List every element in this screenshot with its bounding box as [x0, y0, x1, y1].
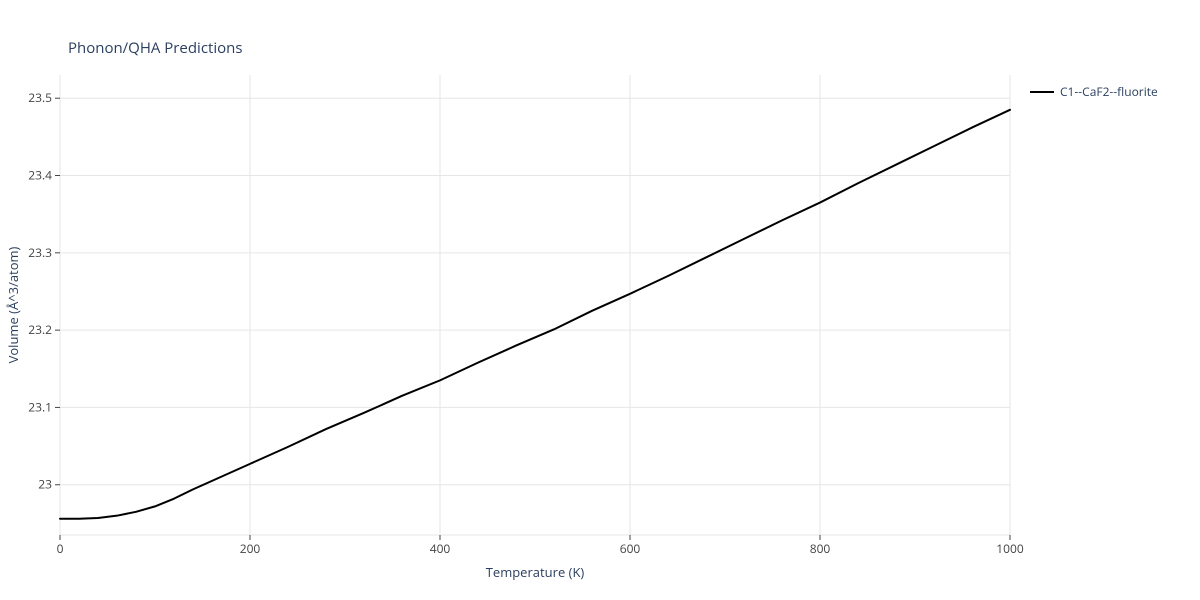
- x-tick-label: 0: [57, 540, 64, 557]
- legend-swatch: [1030, 91, 1054, 93]
- y-tick-label: 23: [38, 476, 52, 493]
- y-tick-label: 23.1: [28, 398, 52, 415]
- legend-label: C1--CaF2--fluorite: [1060, 83, 1158, 100]
- line-chart: 0 200 400 600 800 1000 23 23.1 23.2 23.3 23.4 23.5 T…: [0, 0, 1200, 600]
- y-tick-label: 23.4: [28, 167, 52, 184]
- y-tick-label: 23.2: [28, 321, 52, 338]
- y-tick-label: 23.3: [28, 244, 52, 261]
- x-tick-label: 1000: [996, 540, 1024, 557]
- legend: C1--CaF2--fluorite: [1030, 83, 1158, 100]
- chart-container: Phonon/QHA Predictions 02004006008001000…: [0, 0, 1200, 600]
- y-tick-label: 23.5: [28, 89, 52, 106]
- y-axis-label: Volume (Å^3/atom): [4, 246, 22, 363]
- x-axis-label: Temperature (K): [486, 563, 585, 581]
- x-tick-label: 400: [430, 540, 451, 557]
- x-tick-label: 800: [810, 540, 831, 557]
- x-tick-label: 600: [620, 540, 641, 557]
- x-tick-label: 200: [240, 540, 261, 557]
